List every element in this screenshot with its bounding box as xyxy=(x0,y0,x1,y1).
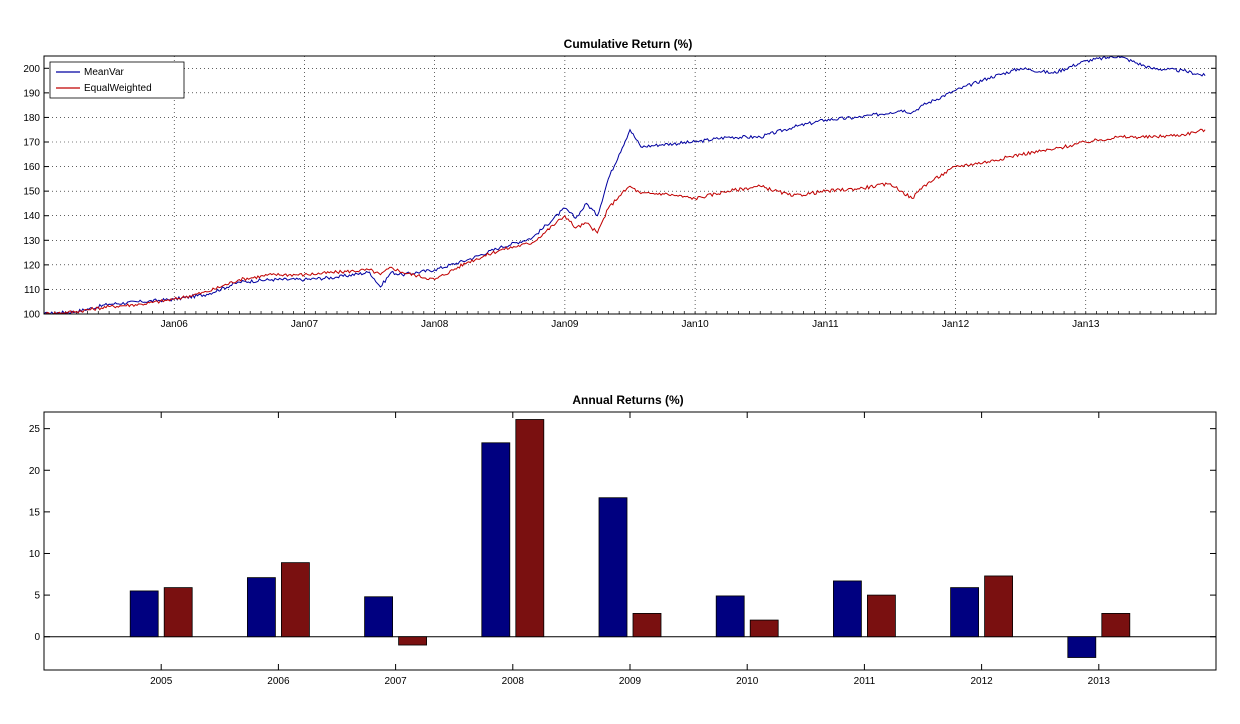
line-y-tick-label: 140 xyxy=(23,211,40,222)
line-x-tick-label: Jan12 xyxy=(942,319,970,330)
bar-meanvar-2011 xyxy=(833,580,862,638)
legend-box xyxy=(49,61,185,99)
line-y-tick-label: 200 xyxy=(23,64,40,75)
bar-y-tick-label: 15 xyxy=(29,507,41,518)
line-chart-y-ticks: 100 110 120 130 140 150 160 170 180 190 200 xyxy=(23,64,1216,321)
legend-label-meanvar: MeanVar xyxy=(84,67,125,78)
bar-meanvar-2009 xyxy=(598,497,628,638)
bar-meanvar-2013 xyxy=(1067,636,1097,658)
line-y-tick-label: 190 xyxy=(23,88,40,99)
line-series-equalweighted xyxy=(44,128,1206,315)
bar-x-tick-label: 2007 xyxy=(384,676,407,687)
bar-x-tick-label: 2005 xyxy=(150,676,173,687)
bar-meanvar-2010 xyxy=(715,595,745,638)
bar-equalweighted-2006 xyxy=(280,562,310,638)
cumulative-return-chart: Cumulative Return (%) 100 110 120 130 140 150… xyxy=(23,37,1217,330)
bar-x-tick-label: 2008 xyxy=(502,676,525,687)
bar-equalweighted-2012 xyxy=(984,575,1013,638)
bar-x-tick-label: 2010 xyxy=(736,676,759,687)
bar-equalweighted-2011 xyxy=(867,594,896,638)
bar-meanvar-2005 xyxy=(129,590,159,638)
line-chart-grid xyxy=(44,56,1216,314)
bar-equalweighted-2007 xyxy=(398,636,428,646)
line-y-tick-label: 180 xyxy=(23,113,40,124)
line-x-tick-label: Jan07 xyxy=(291,319,319,330)
line-x-tick-label: Jan10 xyxy=(681,319,709,330)
line-y-tick-label: 120 xyxy=(23,260,40,271)
legend-label-equalweighted: EqualWeighted xyxy=(84,83,152,94)
line-chart-frame xyxy=(43,55,1217,315)
bar-chart-bars xyxy=(129,419,1131,658)
bar-x-tick-label: 2013 xyxy=(1088,676,1111,687)
bar-y-tick-label: 5 xyxy=(34,591,40,602)
bar-equalweighted-2008 xyxy=(515,419,545,638)
line-chart-series xyxy=(43,55,1206,315)
line-y-tick-label: 160 xyxy=(23,162,40,173)
bar-chart-y-ticks: 0 5 10 15 20 25 xyxy=(29,424,1216,643)
bar-meanvar-2006 xyxy=(246,577,276,638)
bar-chart-title: Annual Returns (%) xyxy=(572,393,683,407)
bar-x-tick-label: 2009 xyxy=(619,676,642,687)
bar-y-tick-label: 0 xyxy=(34,632,40,643)
bar-y-tick-label: 20 xyxy=(29,466,41,477)
line-x-tick-label: Jan11 xyxy=(812,319,839,330)
line-chart-title: Cumulative Return (%) xyxy=(564,37,693,51)
bar-meanvar-2007 xyxy=(364,596,394,638)
line-x-tick-label: Jan13 xyxy=(1072,319,1100,330)
bar-meanvar-2008 xyxy=(481,442,511,638)
line-series-meanvar xyxy=(43,55,1206,315)
bar-chart-x-ticks: 2005 2006 2007 2008 2009 2010 2011 2012 2013 xyxy=(150,412,1110,687)
bar-y-tick-label: 25 xyxy=(29,424,41,435)
bar-x-tick-label: 2012 xyxy=(970,676,993,687)
bar-x-tick-label: 2011 xyxy=(854,676,876,687)
bar-equalweighted-2009 xyxy=(632,613,662,638)
line-y-tick-label: 100 xyxy=(23,310,40,321)
line-y-tick-label: 110 xyxy=(24,285,40,296)
line-y-tick-label: 150 xyxy=(23,187,40,198)
line-y-tick-label: 170 xyxy=(23,138,40,149)
bar-meanvar-2012 xyxy=(950,587,979,638)
line-x-tick-label: Jan09 xyxy=(551,319,579,330)
bar-equalweighted-2005 xyxy=(163,587,193,638)
line-chart-legend: MeanVar EqualWeighted xyxy=(49,61,185,99)
bar-chart-frame xyxy=(43,411,1217,671)
bar-equalweighted-2013 xyxy=(1101,613,1131,638)
bar-y-tick-label: 10 xyxy=(29,549,41,560)
line-x-tick-label: Jan08 xyxy=(421,319,449,330)
bar-equalweighted-2010 xyxy=(749,619,779,638)
line-y-tick-label: 130 xyxy=(23,236,40,247)
line-x-tick-label: Jan06 xyxy=(161,319,189,330)
bar-x-tick-label: 2006 xyxy=(267,676,290,687)
